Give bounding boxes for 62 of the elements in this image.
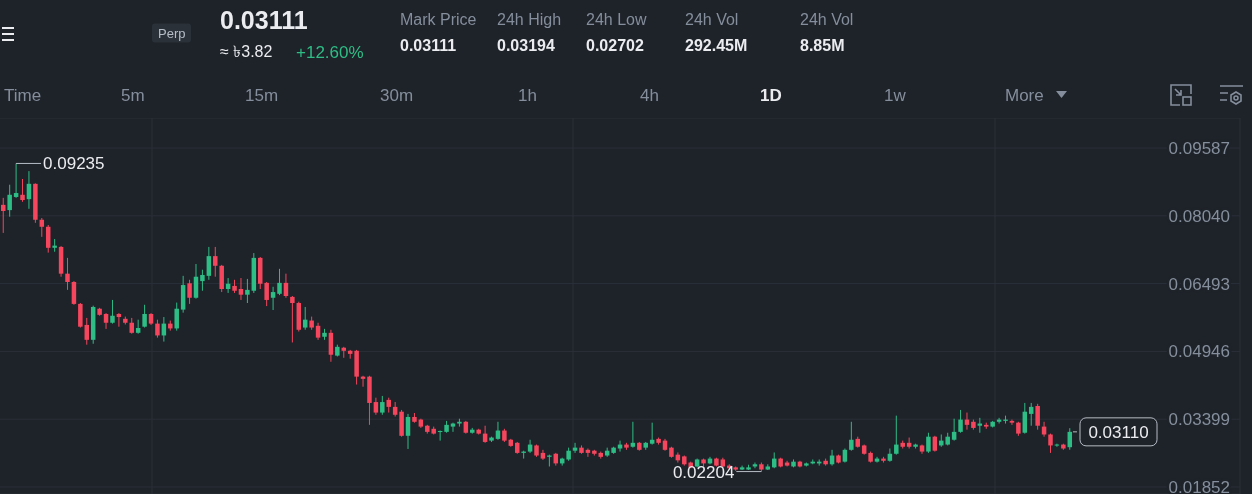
text: 292.45M: [685, 37, 748, 55]
y-tick-label: 0.08040: [1168, 206, 1230, 226]
candlestick: [277, 268, 282, 296]
candlestick: [174, 302, 179, 332]
candlestick: [142, 304, 147, 329]
candlestick: [238, 277, 244, 301]
candlestick: [245, 278, 250, 304]
candlestick: [65, 257, 70, 291]
text: 0.03194: [497, 37, 555, 55]
text: 0.03111: [400, 37, 457, 55]
candlestick: [84, 317, 90, 346]
annotation: 0.09235: [43, 153, 105, 173]
text: 24h Vol: [800, 11, 854, 29]
candlestick: [270, 286, 276, 311]
candlestick: [849, 421, 854, 452]
text: 0.02702: [586, 37, 644, 55]
text: 24h Low: [586, 11, 647, 29]
candlestick: [302, 306, 308, 331]
candlestick: [110, 299, 115, 325]
text: ≈ ৳3.82: [220, 43, 273, 61]
candlestick: [1054, 443, 1060, 448]
candlestick: [206, 246, 212, 281]
text: Time: [4, 85, 42, 105]
y-tick-label: 0.04946: [1168, 341, 1230, 361]
y-tick-label: 0.01852: [1168, 477, 1230, 494]
ref-line-label: 0.03110: [1088, 422, 1149, 442]
y-tick-label: 0.06493: [1168, 274, 1230, 294]
text: More: [1005, 85, 1044, 105]
text: 4h: [640, 85, 659, 105]
candlestick: [1009, 419, 1015, 426]
text: Perp: [152, 23, 192, 43]
candlestick: [290, 295, 295, 343]
text: 0.03111: [220, 5, 308, 34]
candlestick: [926, 432, 931, 454]
candlestick: [20, 178, 25, 203]
text: Mark Price: [400, 11, 477, 29]
candlestick: [958, 409, 963, 434]
candlestick: [1035, 403, 1040, 431]
text: 8.85M: [800, 37, 845, 55]
text: 15m: [245, 85, 279, 105]
candlestick: [213, 246, 218, 278]
text: 24h Vol: [685, 11, 739, 29]
text: 1h: [518, 85, 537, 105]
candlestick: [219, 264, 224, 293]
text: +12.60%: [296, 42, 364, 62]
candlestick: [7, 184, 12, 218]
candlestick: [200, 269, 205, 292]
candlestick: [380, 395, 385, 416]
annotation: 0.02204: [672, 462, 735, 482]
candlestick: [951, 418, 957, 442]
candlestick: [894, 415, 899, 456]
text: 5m: [121, 85, 145, 105]
text: 1D: [760, 85, 782, 105]
candlestick: [264, 281, 269, 307]
y-tick-label: 0.09587: [1168, 138, 1230, 158]
candlestick: [187, 279, 192, 305]
y-tick-label: 0.03399: [1168, 409, 1230, 429]
text: 30m: [380, 85, 414, 105]
text: 1w: [884, 85, 906, 105]
candlestick: [437, 430, 443, 442]
text: 24h High: [497, 11, 562, 29]
candlestick: [78, 302, 83, 329]
